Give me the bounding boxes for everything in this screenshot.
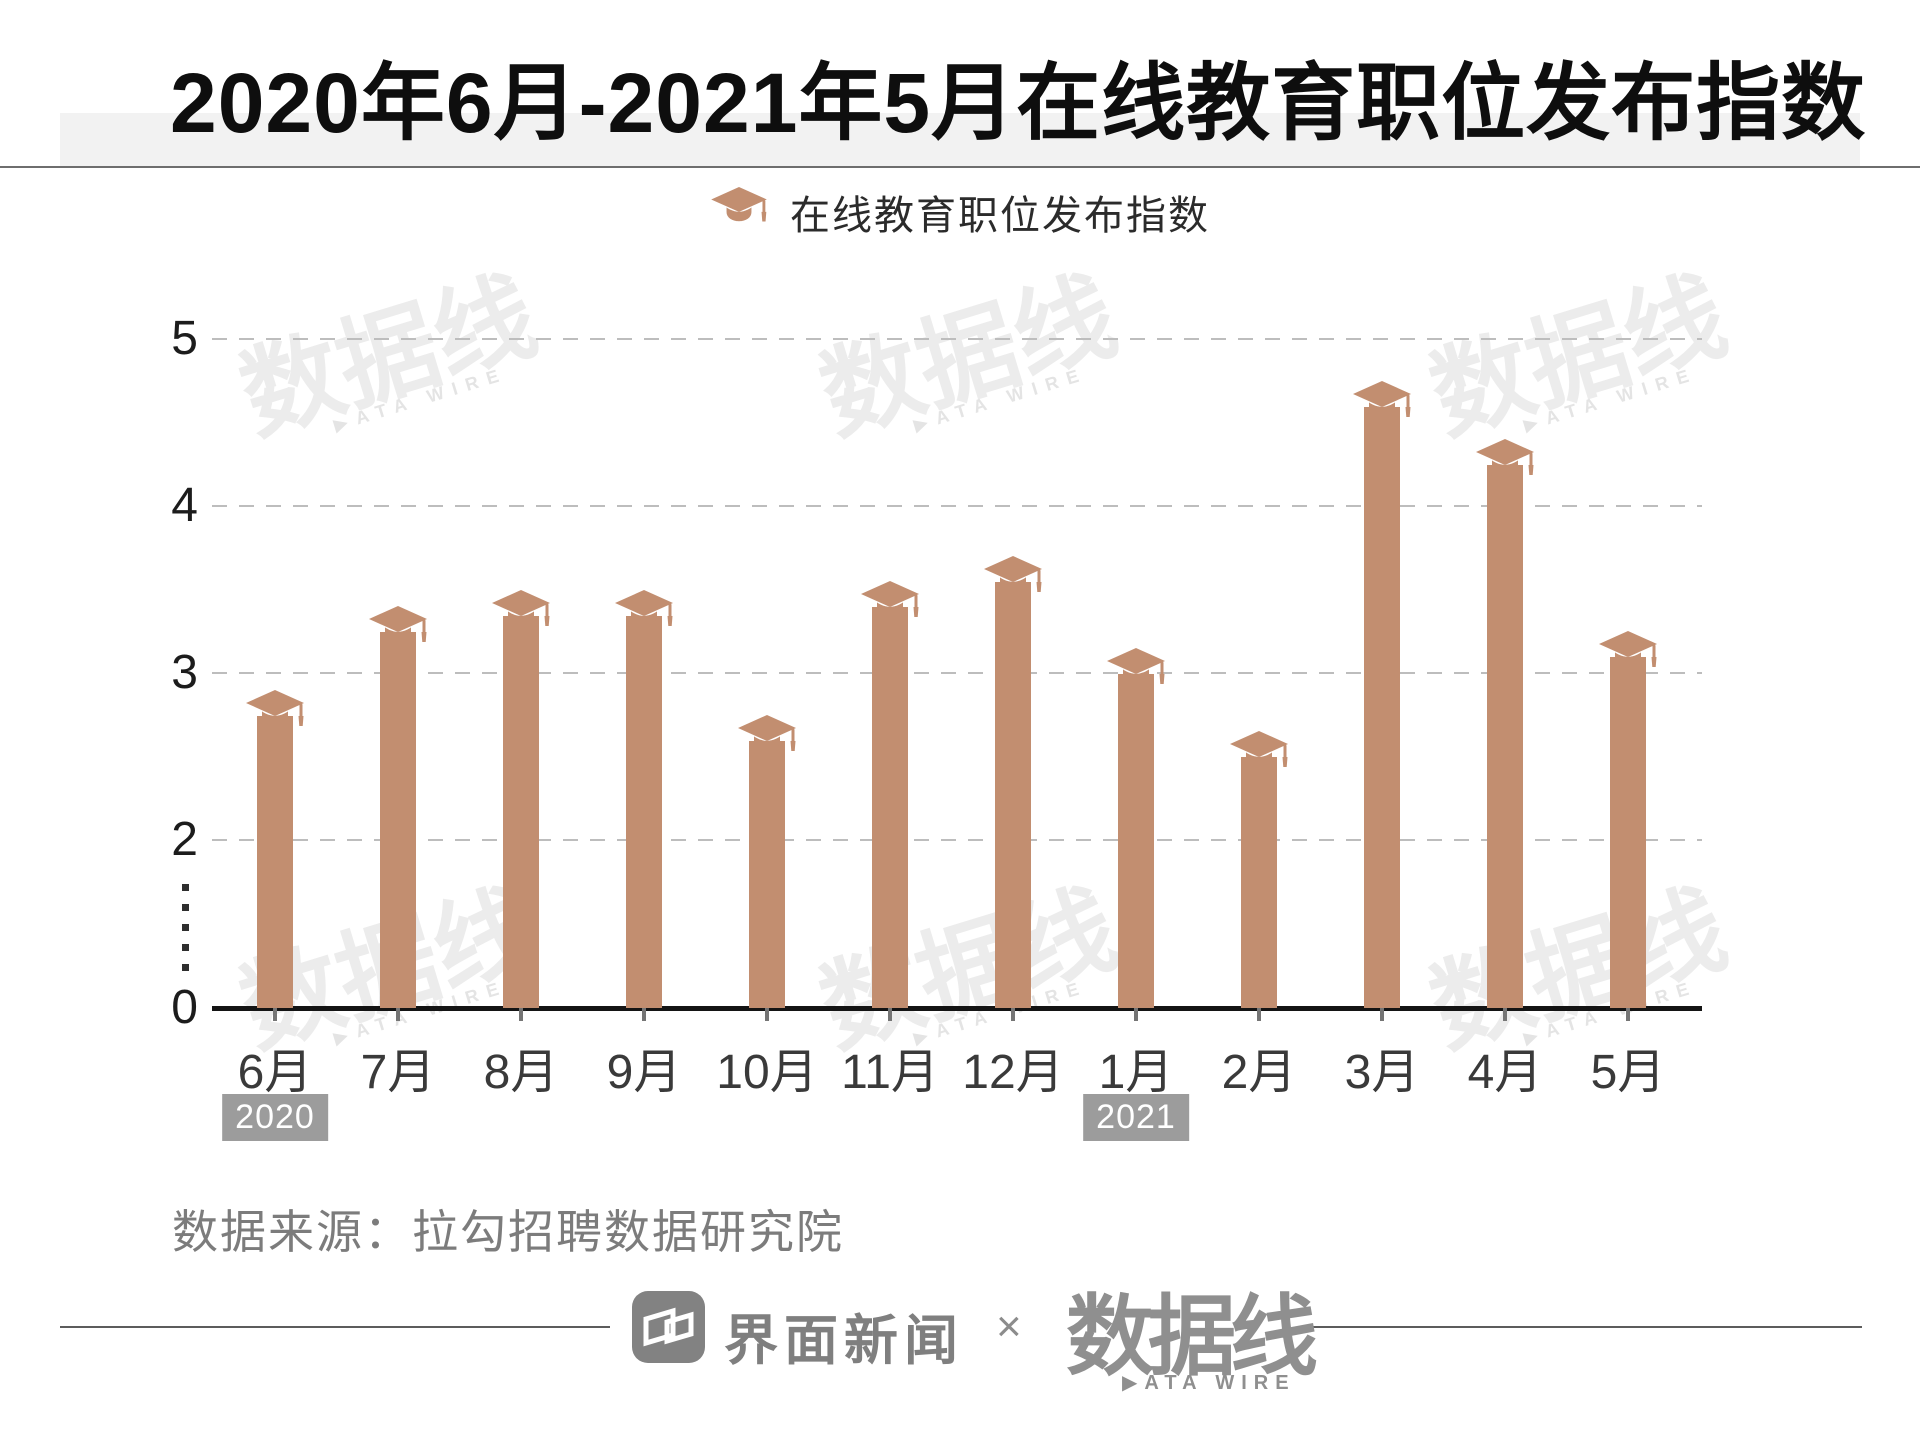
graduation-cap-icon (1598, 631, 1658, 684)
bar-4月 (1487, 465, 1523, 1008)
gridline-5 (212, 338, 1702, 340)
x-axis-label-2月: 2月 (1221, 1046, 1297, 1099)
bar-column-6月 (245, 689, 305, 1008)
title-divider-line (0, 166, 1920, 168)
gridline-3 (212, 672, 1702, 674)
bar-5月 (1610, 657, 1646, 1008)
x-axis-label-5月: 5月 (1590, 1046, 1666, 1099)
year-badge-2020: 2020 (222, 1094, 328, 1142)
bar-column-7月 (368, 606, 428, 1008)
x-axis-tick-11月 (888, 1008, 892, 1021)
bar-column-2月 (1229, 731, 1289, 1008)
x-axis-label-3月: 3月 (1344, 1046, 1420, 1099)
footer-divider-right (1312, 1326, 1862, 1328)
bar-column-5月 (1598, 631, 1658, 1008)
x-axis-tick-8月 (519, 1008, 523, 1021)
x-axis-label-7月: 7月 (360, 1046, 436, 1099)
x-axis-tick-10月 (765, 1008, 769, 1021)
datawire-logo: 数据线 (1066, 1287, 1318, 1386)
graduation-cap-icon (737, 714, 797, 768)
y-axis-label-4: 4 (171, 479, 198, 532)
x-axis-label-4月: 4月 (1467, 1046, 1543, 1099)
x-axis-label-10月: 10月 (716, 1046, 818, 1099)
title-highlight-band (60, 113, 1860, 166)
jiemian-news-logo-icon (632, 1291, 705, 1368)
bar-7月 (380, 632, 416, 1008)
graduation-cap-icon (1229, 731, 1289, 784)
x-axis-line (212, 1006, 1702, 1011)
graduation-cap-icon (1352, 380, 1412, 434)
bar-column-11月 (860, 581, 920, 1008)
bar-10月 (749, 740, 785, 1008)
x-axis-tick-7月 (396, 1008, 400, 1021)
y-axis-label-5: 5 (171, 312, 198, 365)
x-axis-tick-6月 (273, 1008, 277, 1021)
x-axis-tick-1月 (1134, 1008, 1138, 1021)
x-axis-tick-2月 (1257, 1008, 1261, 1021)
x-axis-tick-4月 (1503, 1008, 1507, 1021)
y-axis-break-dots (182, 884, 189, 980)
bar-9月 (626, 615, 662, 1008)
bar-1月 (1118, 673, 1154, 1008)
x-axis-label-1月: 1月 (1098, 1046, 1174, 1099)
footer-divider-left (60, 1326, 610, 1328)
graduation-cap-icon (710, 186, 768, 238)
y-axis-label-0: 0 (171, 981, 198, 1034)
graduation-cap-icon (491, 589, 551, 643)
data-source-note: 数据来源：拉勾招聘数据研究院 (172, 1206, 844, 1258)
bar-11月 (872, 607, 908, 1008)
bar-column-8月 (491, 589, 551, 1008)
x-axis-label-8月: 8月 (483, 1046, 559, 1099)
y-axis-label-2: 2 (171, 813, 198, 866)
bar-column-10月 (737, 714, 797, 1008)
bar-2月 (1241, 757, 1277, 1008)
x-axis-label-9月: 9月 (606, 1046, 682, 1099)
gridline-4 (212, 505, 1702, 507)
bar-column-12月 (983, 556, 1043, 1008)
graduation-cap-icon (1106, 647, 1166, 701)
y-axis-label-3: 3 (171, 646, 198, 699)
graduation-cap-icon (245, 689, 305, 743)
bar-column-4月 (1475, 439, 1535, 1008)
graduation-cap-icon (983, 556, 1043, 609)
x-axis-label-6月: 6月 (237, 1046, 313, 1099)
bar-column-3月 (1352, 380, 1412, 1008)
chart-legend: 在线教育职位发布指数 (710, 183, 1210, 241)
year-badge-2021: 2021 (1083, 1094, 1189, 1142)
bar-column-9月 (614, 589, 674, 1008)
x-axis-tick-3月 (1380, 1008, 1384, 1021)
graduation-cap-icon (614, 589, 674, 643)
graduation-cap-icon (1475, 439, 1535, 492)
collab-cross-separator: × (996, 1302, 1022, 1351)
bar-column-1月 (1106, 647, 1166, 1008)
x-axis-label-12月: 12月 (962, 1046, 1064, 1099)
bar-8月 (503, 615, 539, 1008)
bar-12月 (995, 582, 1031, 1008)
graduation-cap-icon (368, 606, 428, 659)
legend-label: 在线教育职位发布指数 (790, 194, 1210, 238)
x-axis-label-11月: 11月 (841, 1046, 939, 1099)
x-axis-tick-9月 (642, 1008, 646, 1021)
gridline-2 (212, 839, 1702, 841)
bar-3月 (1364, 406, 1400, 1008)
jiemian-news-label: 界面新闻 (724, 1311, 964, 1371)
datawire-wordmark: ▶ATA WIRE (1122, 1372, 1296, 1394)
graduation-cap-icon (860, 581, 920, 634)
page-title: 2020年6月-2021年5月在线教育职位发布指数 (170, 56, 1867, 150)
x-axis-tick-5月 (1626, 1008, 1630, 1021)
x-axis-tick-12月 (1011, 1008, 1015, 1021)
bar-6月 (257, 715, 293, 1008)
